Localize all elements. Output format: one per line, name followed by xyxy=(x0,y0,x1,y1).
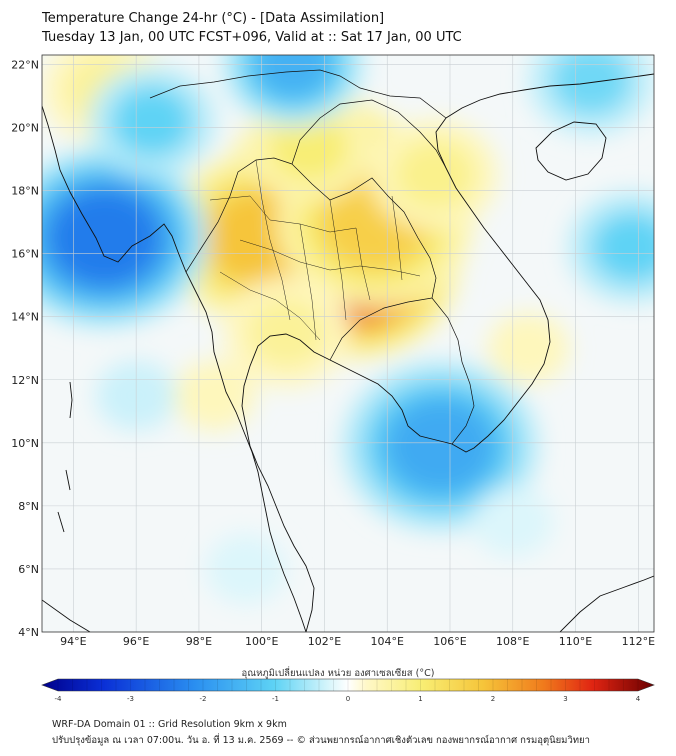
lat-tick-label: 22°N xyxy=(11,58,39,71)
temperature-anomaly-blob xyxy=(592,212,673,282)
lon-tick-label: 108°E xyxy=(496,635,529,648)
colorbar-tick-label: -4 xyxy=(55,695,63,703)
latitude-labels: 4°N 6°N 8°N 10°N 12°N 14°N 16°N 18°N 20°N 22°N xyxy=(11,58,39,639)
lon-tick-label: 112°E xyxy=(622,635,655,648)
lon-tick-label: 102°E xyxy=(308,635,341,648)
lat-tick-label: 18°N xyxy=(11,185,39,198)
footer-model-info: WRF-DA Domain 01 :: Grid Resolution 9km … xyxy=(52,719,287,730)
longitude-labels: 94°E 96°E 98°E 100°E 102°E 104°E 106°E 108°E 110… xyxy=(60,635,655,648)
colorbar-tick-label: -3 xyxy=(127,695,134,703)
lat-tick-label: 6°N xyxy=(18,563,39,576)
colorbar-tick-label: 4 xyxy=(636,695,641,703)
lat-tick-label: 14°N xyxy=(11,311,39,324)
lon-tick-label: 98°E xyxy=(186,635,212,648)
lon-tick-label: 100°E xyxy=(245,635,278,648)
lat-tick-label: 4°N xyxy=(18,626,39,639)
temperature-anomaly-blob xyxy=(551,45,632,115)
temperature-anomaly-blob xyxy=(394,140,475,210)
lon-tick-label: 104°E xyxy=(371,635,404,648)
lon-tick-label: 110°E xyxy=(559,635,592,648)
temperature-anomaly-blob xyxy=(111,86,192,156)
colorbar-tick-label: 3 xyxy=(563,695,567,703)
footer-credit: ปรับปรุงข้อมูล ณ เวลา 07:00น. วัน อ. ที่… xyxy=(52,733,590,748)
colorbar-tick-label: 2 xyxy=(491,695,495,703)
temperature-anomaly-blob xyxy=(49,190,160,287)
lon-tick-label: 96°E xyxy=(123,635,149,648)
lat-tick-label: 12°N xyxy=(11,374,39,387)
lat-tick-label: 8°N xyxy=(18,500,39,513)
colorbar-tick-label: 0 xyxy=(346,695,350,703)
colorbar-tick-label: 1 xyxy=(418,695,422,703)
colorbar-tick-label: -1 xyxy=(272,695,279,703)
lon-tick-label: 94°E xyxy=(60,635,86,648)
colorbar-tick-label: -2 xyxy=(200,695,207,703)
lat-tick-label: 10°N xyxy=(11,437,39,450)
lon-tick-label: 106°E xyxy=(433,635,466,648)
map-field xyxy=(2,3,676,632)
colorbar-label: อุณหภูมิเปลี่ยนแปลง หน่วย องศาเซลเซียส (… xyxy=(0,666,676,681)
temperature-anomaly-blob xyxy=(488,313,569,383)
temperature-change-map: 4°N 6°N 8°N 10°N 12°N 14°N 16°N 18°N 20°N 22°N 94… xyxy=(0,0,676,756)
temperature-anomaly-blob xyxy=(385,398,496,495)
lat-tick-label: 16°N xyxy=(11,248,39,261)
lat-tick-label: 20°N xyxy=(11,122,39,135)
